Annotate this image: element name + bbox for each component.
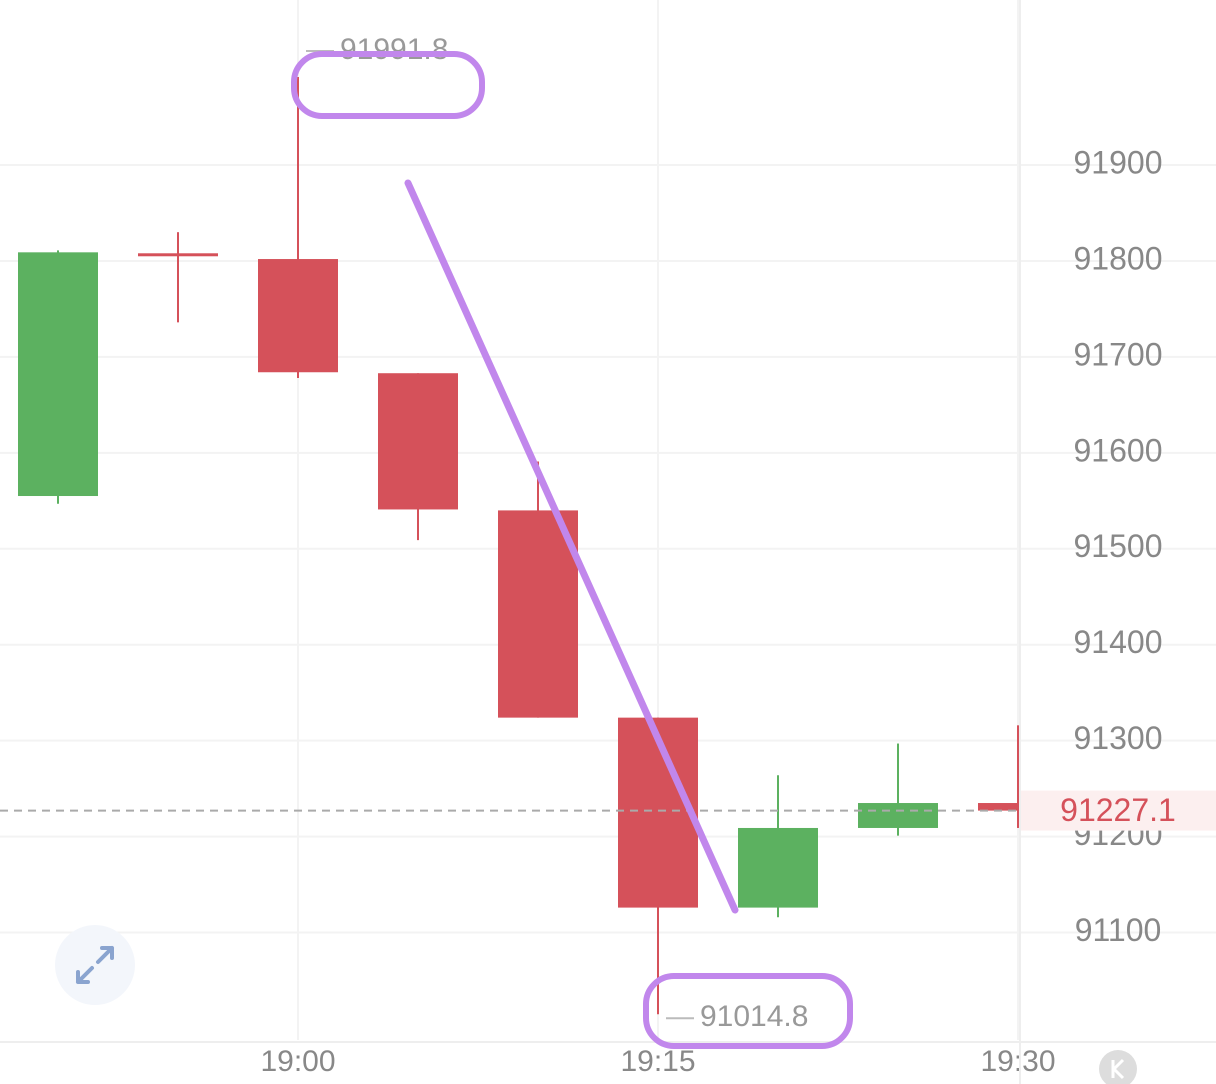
x-tick-label: 19:00	[260, 1045, 335, 1078]
expand-icon	[76, 946, 114, 984]
y-tick-label: 91900	[1074, 144, 1163, 180]
x-tick-label: 19:15	[620, 1045, 695, 1078]
y-tick-label: 91500	[1074, 528, 1163, 564]
last-price-label: 91227.1	[1060, 792, 1176, 828]
y-tick-label: 91300	[1074, 720, 1163, 756]
expand-button[interactable]	[55, 925, 135, 1005]
y-tick-label: 91700	[1074, 336, 1163, 372]
y-tick-label: 91800	[1074, 240, 1163, 276]
candle-body	[858, 803, 938, 828]
y-tick-label: 91400	[1074, 624, 1163, 660]
candle-body	[378, 373, 458, 510]
y-tick-label: 91100	[1075, 912, 1162, 948]
candle-body	[618, 717, 698, 908]
logo-icon	[1111, 1058, 1125, 1080]
candle-body	[258, 259, 338, 373]
extreme-label: 91014.8	[700, 1000, 808, 1033]
drawn-trend-line	[404, 179, 739, 914]
plot	[18, 76, 1020, 1015]
highlight-box	[643, 973, 853, 1049]
extreme-label: 91991.8	[340, 33, 448, 66]
candle-body	[738, 827, 818, 908]
candle-body	[138, 253, 218, 257]
x-tick-label: 19:30	[980, 1045, 1055, 1078]
overlay	[55, 51, 1137, 1084]
candle-body	[978, 803, 1020, 811]
candle-body	[18, 252, 98, 497]
highlight-box	[291, 51, 485, 119]
y-tick-label: 91600	[1074, 432, 1163, 468]
grid	[0, 0, 1216, 1040]
candle-body	[498, 510, 578, 718]
axes: 9110091200913009140091500916009170091800…	[0, 33, 1216, 1078]
last-price-box	[1021, 790, 1216, 831]
